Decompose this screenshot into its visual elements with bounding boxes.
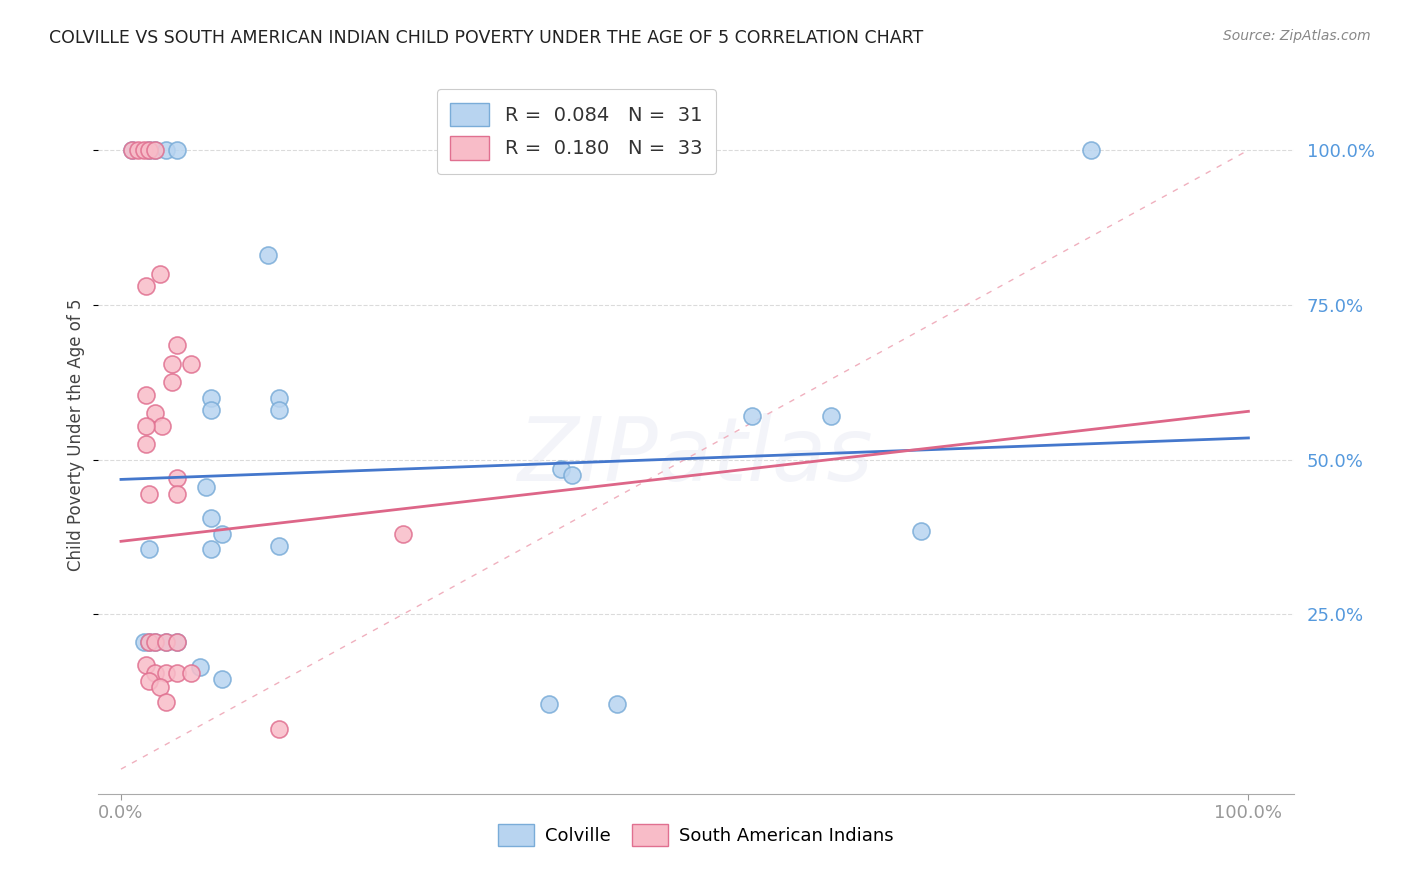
Point: [166, 471, 188, 485]
Point: [166, 635, 188, 649]
Text: ZIPatlas: ZIPatlas: [519, 413, 873, 500]
Point: [160, 376, 183, 390]
Point: [138, 143, 160, 157]
Y-axis label: Child Poverty Under the Age of 5: Child Poverty Under the Age of 5: [67, 299, 86, 571]
Point: [267, 722, 290, 736]
Point: [160, 357, 183, 371]
Point: [138, 143, 160, 157]
Point: [143, 635, 166, 649]
Point: [150, 418, 173, 433]
Point: [267, 539, 290, 553]
Point: [910, 524, 932, 538]
Point: [121, 143, 143, 157]
Point: [135, 387, 157, 401]
Point: [138, 635, 160, 649]
Point: [166, 666, 188, 681]
Point: [606, 697, 628, 711]
Point: [155, 143, 177, 157]
Point: [138, 542, 160, 557]
Point: [200, 511, 222, 525]
Point: [149, 681, 172, 695]
Point: [135, 658, 157, 673]
Point: [121, 143, 143, 157]
Point: [166, 338, 188, 352]
Point: [1080, 143, 1102, 157]
Legend: Colville, South American Indians: Colville, South American Indians: [491, 816, 901, 853]
Point: [155, 666, 177, 681]
Point: [561, 468, 583, 483]
Point: [132, 635, 155, 649]
Point: [820, 409, 842, 424]
Point: [138, 487, 160, 501]
Text: COLVILLE VS SOUTH AMERICAN INDIAN CHILD POVERTY UNDER THE AGE OF 5 CORRELATION C: COLVILLE VS SOUTH AMERICAN INDIAN CHILD …: [49, 29, 924, 46]
Point: [188, 660, 211, 674]
Text: Source: ZipAtlas.com: Source: ZipAtlas.com: [1223, 29, 1371, 43]
Point: [200, 542, 222, 557]
Point: [143, 143, 166, 157]
Point: [200, 391, 222, 405]
Point: [194, 480, 217, 494]
Point: [149, 267, 172, 281]
Point: [135, 437, 157, 451]
Point: [127, 143, 149, 157]
Point: [180, 666, 202, 681]
Point: [741, 409, 763, 424]
Point: [138, 674, 160, 689]
Point: [143, 406, 166, 420]
Point: [267, 391, 290, 405]
Point: [211, 673, 233, 687]
Point: [267, 403, 290, 417]
Point: [155, 635, 177, 649]
Point: [166, 486, 188, 500]
Point: [392, 527, 415, 541]
Point: [135, 418, 157, 433]
Point: [155, 695, 177, 709]
Point: [180, 357, 202, 371]
Point: [135, 279, 157, 293]
Point: [166, 143, 188, 157]
Point: [143, 143, 166, 157]
Point: [155, 635, 177, 649]
Point: [550, 462, 572, 476]
Point: [256, 248, 278, 262]
Point: [143, 635, 166, 649]
Point: [138, 635, 160, 649]
Point: [211, 527, 233, 541]
Point: [538, 697, 561, 711]
Point: [166, 635, 188, 649]
Point: [200, 403, 222, 417]
Point: [143, 666, 166, 681]
Point: [132, 143, 155, 157]
